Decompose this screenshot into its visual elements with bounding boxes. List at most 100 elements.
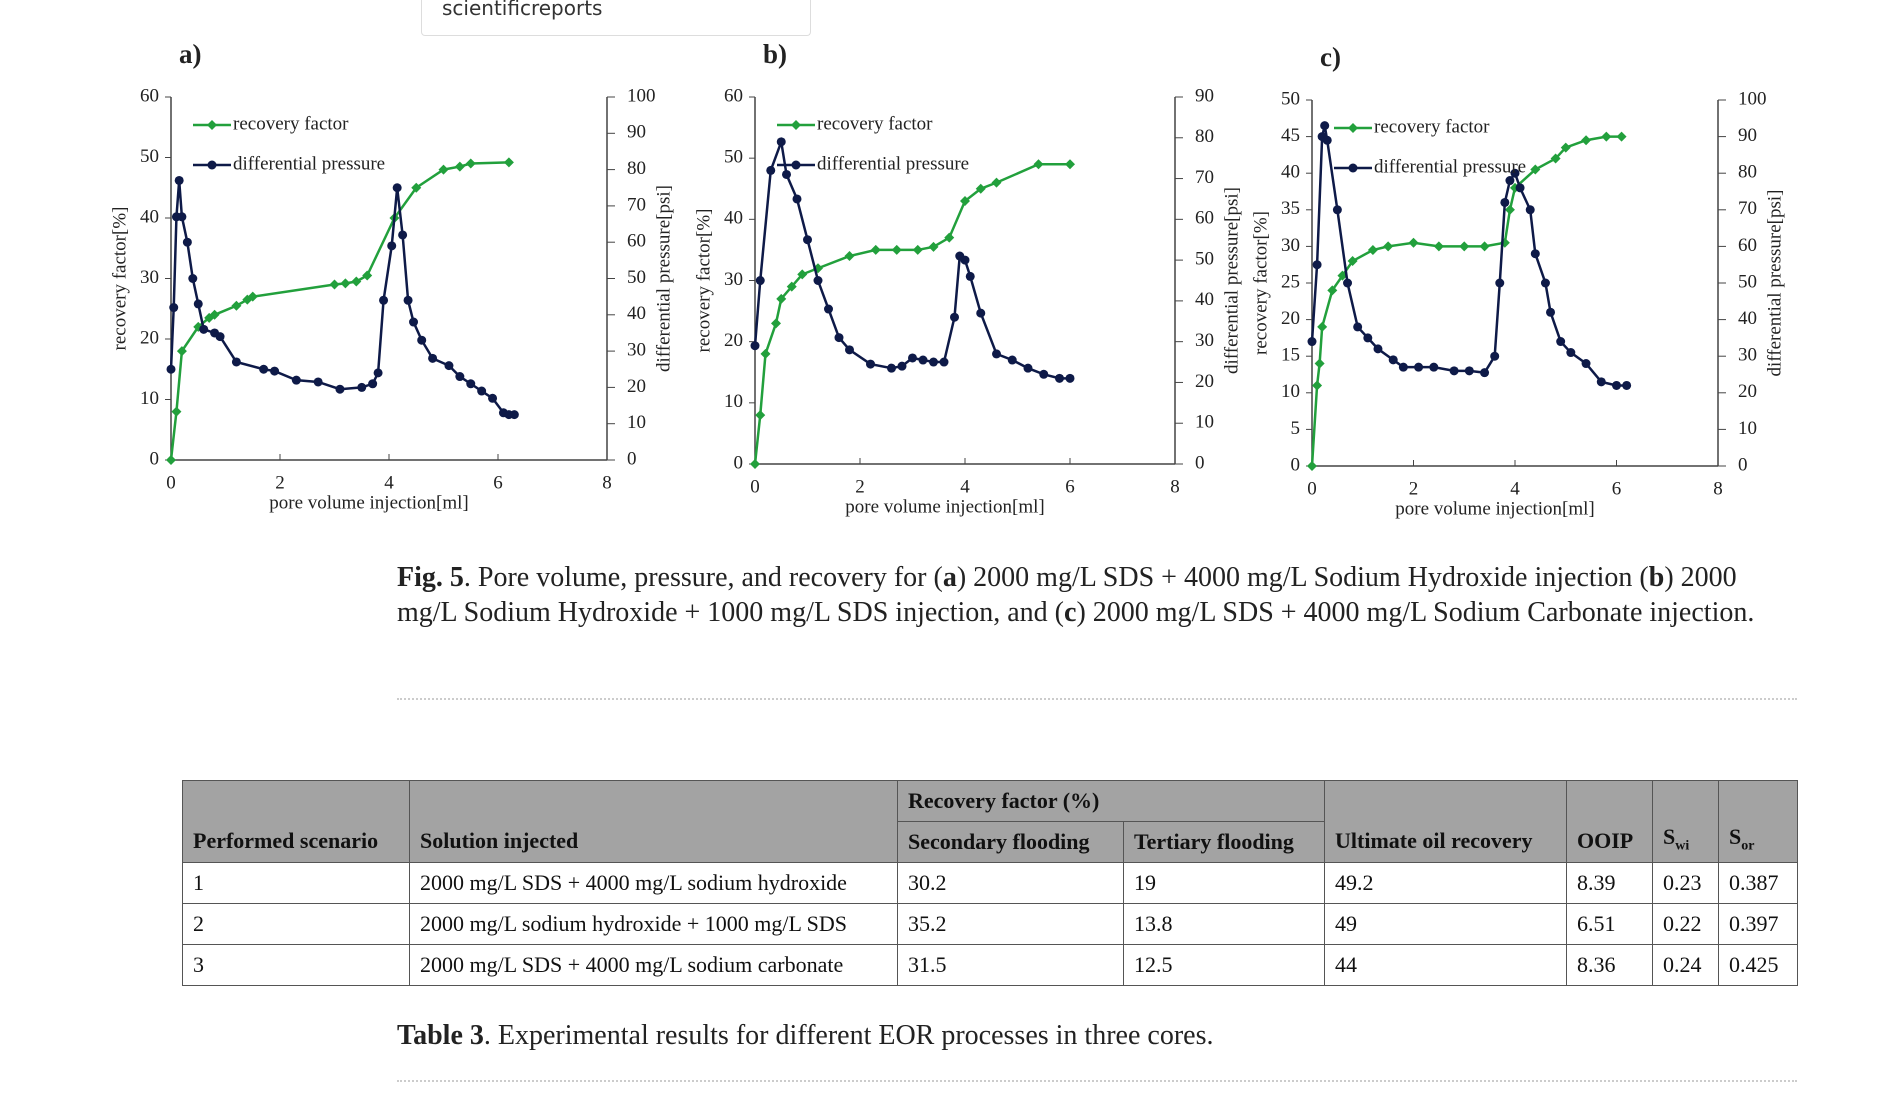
divider	[397, 1080, 1797, 1082]
table-cell: 8.39	[1566, 862, 1654, 904]
column-header: Secondary flooding	[897, 821, 1124, 863]
table-cell: 49	[1324, 903, 1568, 945]
data-point	[1347, 256, 1358, 267]
data-point	[362, 270, 373, 281]
legend-label: differential pressure	[233, 153, 385, 174]
y-tick-label: 20	[1281, 308, 1300, 329]
legend-marker	[791, 120, 801, 130]
data-point	[1312, 260, 1322, 270]
y2-tick-label: 100	[1738, 88, 1767, 109]
y2-tick-label: 0	[1195, 452, 1205, 473]
data-point	[1353, 322, 1363, 332]
data-point	[834, 333, 844, 343]
column-header: OOIP	[1566, 780, 1654, 863]
y-tick-label: 30	[1281, 235, 1300, 256]
data-point	[387, 241, 397, 251]
x-axis-label: pore volume injection[ml]	[845, 496, 1044, 517]
data-point	[1312, 380, 1323, 391]
legend-label: recovery factor	[817, 113, 933, 134]
y-tick-label: 15	[1281, 345, 1300, 366]
table-cell: 0.387	[1718, 862, 1799, 904]
caption-text: a	[942, 562, 957, 593]
table-cell: 0.425	[1718, 944, 1799, 986]
y2-tick-label: 90	[1738, 125, 1757, 146]
legend-marker	[1348, 163, 1358, 173]
data-point	[750, 341, 760, 351]
data-point	[1383, 241, 1394, 252]
data-point	[166, 364, 176, 374]
data-point	[313, 377, 323, 387]
panel-label: a)	[179, 39, 202, 69]
series-line	[169, 161, 509, 461]
column-header: Solution injected	[409, 780, 898, 863]
data-point	[1525, 205, 1535, 215]
y2-tick-label: 0	[627, 448, 637, 469]
data-point	[1307, 461, 1317, 471]
data-point	[887, 363, 896, 373]
y2-tick-label: 40	[1738, 308, 1757, 329]
data-point	[231, 357, 241, 367]
data-point	[199, 324, 209, 334]
subscript: or	[1741, 838, 1755, 853]
column-header: Tertiary flooding	[1122, 821, 1326, 863]
data-point	[215, 332, 225, 342]
caption-text: ) 2000 mg/L SDS + 4000 mg/L Sodium Hydro…	[956, 562, 1649, 593]
series-line	[1310, 135, 1622, 467]
data-point	[786, 281, 797, 292]
data-point	[1515, 183, 1525, 193]
figure-caption: Fig. 5. Pore volume, pressure, and recov…	[397, 560, 1797, 630]
data-point	[177, 212, 187, 222]
data-point	[1490, 351, 1500, 361]
column-header: Swi	[1652, 780, 1720, 863]
data-point	[797, 269, 808, 280]
caption-text: Fig. 5	[397, 562, 464, 593]
y2-axis-label: differential pressure[psi]	[653, 185, 674, 372]
data-point	[1546, 307, 1556, 317]
x-tick-label: 6	[1612, 478, 1622, 499]
data-point	[976, 308, 986, 318]
data-point	[1363, 333, 1373, 343]
data-point	[891, 244, 902, 255]
y-axis-label: recovery factor[%]	[109, 207, 130, 351]
y-tick-label: 40	[724, 208, 743, 229]
data-point	[1414, 362, 1424, 372]
x-tick-label: 8	[1713, 478, 1723, 499]
table-body: 1 2000 mg/L SDS + 4000 mg/L sodium hydrox…	[182, 862, 1799, 986]
symbol: S	[1729, 823, 1742, 849]
data-point	[1459, 241, 1470, 252]
table-row: 3 2000 mg/L SDS + 4000 mg/L sodium carbon…	[182, 944, 1799, 986]
y-tick-label: 0	[150, 448, 160, 469]
y-tick-label: 50	[140, 146, 159, 167]
group-header: Recovery factor (%)	[896, 780, 1326, 822]
y-tick-label: 10	[724, 391, 743, 412]
data-point	[428, 353, 438, 363]
y2-tick-label: 90	[627, 122, 646, 143]
column-header: Performed scenario	[182, 780, 410, 863]
y2-tick-label: 20	[1738, 381, 1757, 402]
data-point	[1055, 373, 1064, 383]
y2-tick-label: 10	[1195, 412, 1214, 433]
data-point	[1581, 135, 1592, 146]
legend-marker	[1348, 123, 1358, 133]
y2-tick-label: 40	[627, 303, 646, 324]
data-point	[776, 293, 787, 304]
caption-text: . Experimental results for different EOR…	[483, 1020, 1214, 1051]
data-point	[1504, 204, 1515, 215]
data-point	[1530, 249, 1540, 259]
y2-tick-label: 10	[627, 412, 646, 433]
data-point	[1560, 142, 1571, 153]
x-tick-label: 0	[1307, 478, 1317, 499]
data-point	[1320, 121, 1330, 131]
subscript: wi	[1675, 838, 1690, 853]
data-point	[465, 158, 476, 169]
y-tick-label: 40	[1281, 162, 1300, 183]
data-point	[950, 312, 959, 322]
table-cell: 2	[182, 903, 410, 945]
x-tick-label: 6	[1065, 476, 1075, 497]
y2-axis-label: differential pressure[psi]	[1764, 190, 1785, 377]
data-point	[928, 241, 939, 252]
caption-text: c	[1064, 597, 1077, 628]
y2-tick-label: 30	[1195, 330, 1214, 351]
y-tick-label: 30	[140, 267, 159, 288]
data-point	[403, 295, 413, 305]
